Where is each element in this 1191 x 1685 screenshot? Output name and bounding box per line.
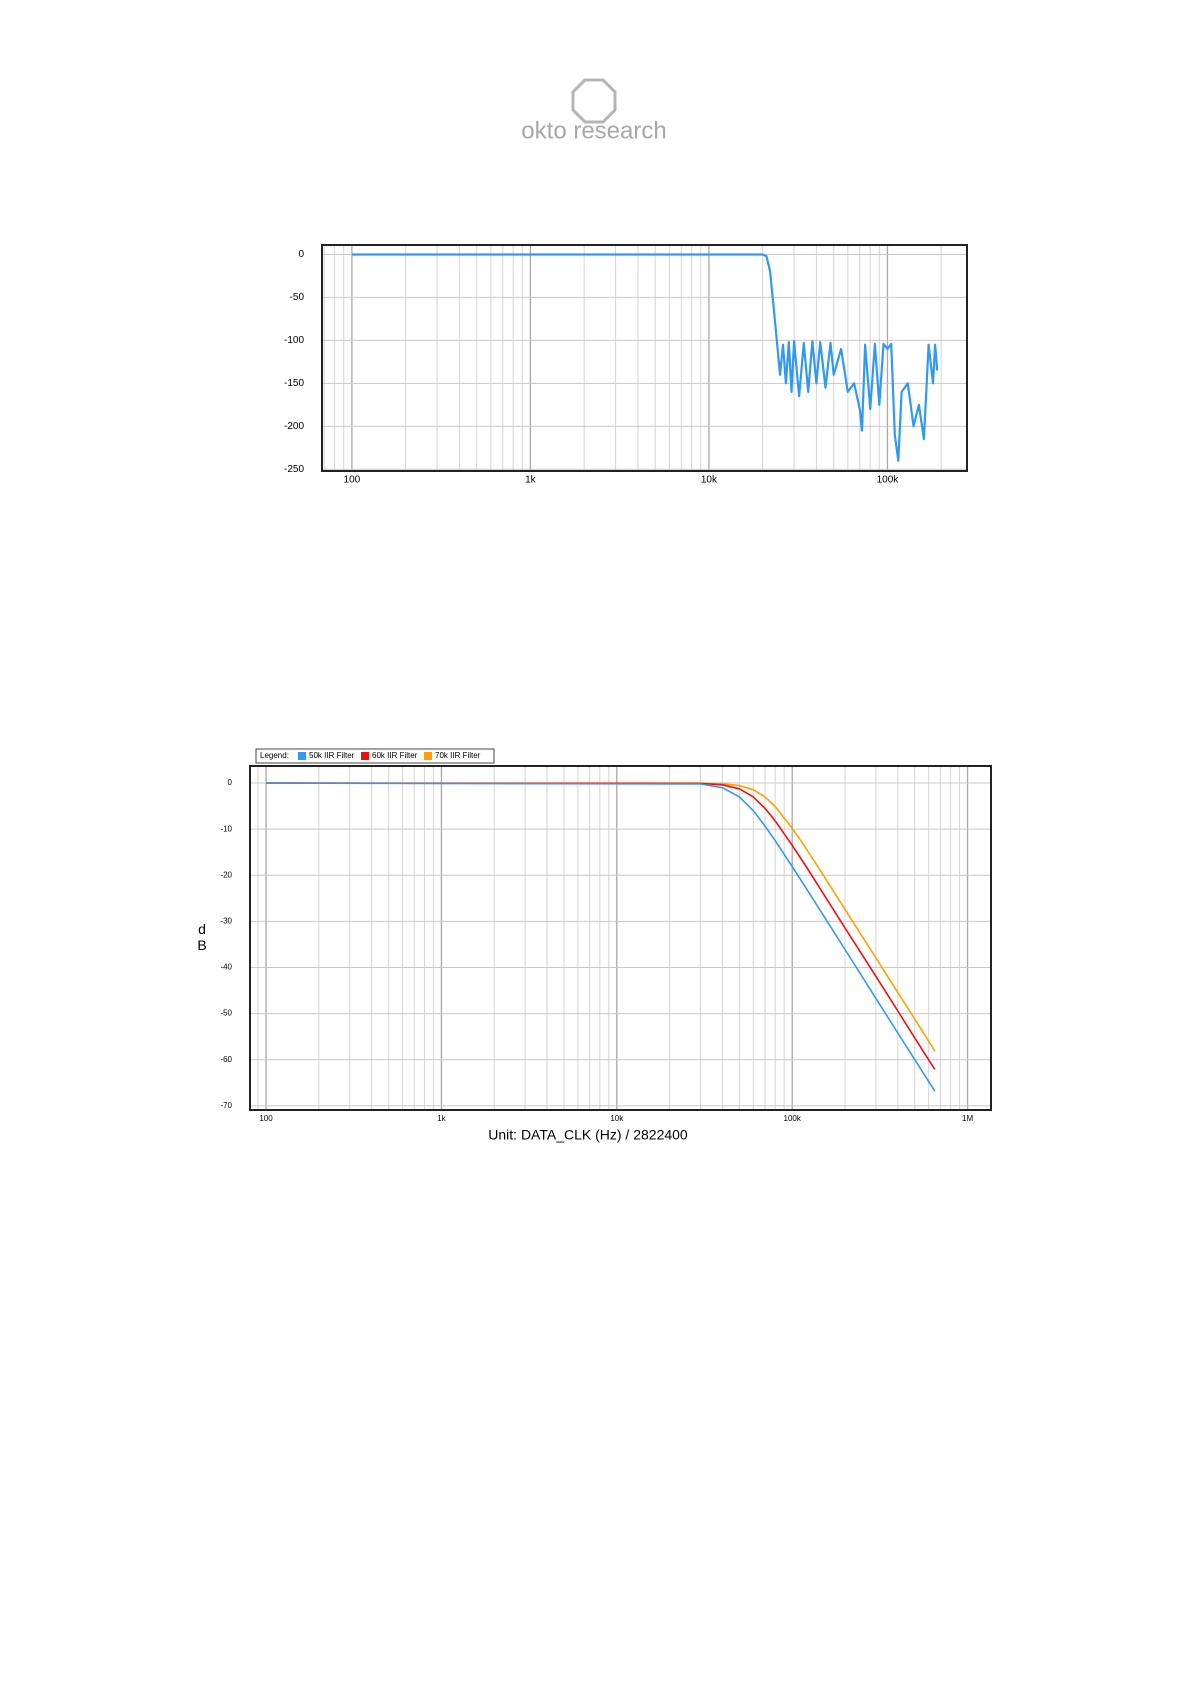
y-tick-label: -50 [220,1009,232,1018]
legend-label: 60k IIR Filter [372,751,418,760]
data-line [351,253,939,462]
y-tick-label: -250 [284,464,304,475]
x-tick-label: 10k [701,475,718,486]
x-tick-label: 100 [259,1114,273,1123]
data-line [266,782,936,1052]
y-tick-label: -10 [220,824,232,833]
y-tick-label: -100 [284,335,304,346]
legend-label: 70k IIR Filter [435,751,481,760]
legend-label: 50k IIR Filter [309,751,355,760]
y-tick-label: 0 [298,249,304,260]
x-tick-label: 100 [344,475,361,486]
data-line [266,782,936,1070]
plot-area [250,766,991,1110]
logo-octagon [571,78,617,124]
legend-box [255,748,495,764]
x-tick-label: 1k [437,1114,446,1123]
plot-frame [249,765,992,1111]
legend-swatch [298,752,306,760]
legend-title: Legend: [260,751,289,760]
legend-swatch [361,752,369,760]
y-tick-label: -70 [220,1101,232,1110]
data-line [266,782,936,1092]
x-tick-label: 1M [962,1114,973,1123]
y-tick-label: -40 [220,963,232,972]
y-tick-label: -30 [220,917,232,926]
x-axis-label: Unit: DATA_CLK (Hz) / 2822400 [488,1127,688,1143]
brand: okto research [521,117,666,144]
plot-frame [321,244,968,472]
y-tick-label: -150 [284,378,304,389]
y-tick-label: -50 [290,292,305,303]
y-tick-label: -20 [220,870,232,879]
x-tick-label: 100k [784,1114,802,1123]
x-tick-label: 10k [610,1114,624,1123]
legend-swatch [424,752,432,760]
y-tick-label: 0 [228,778,233,787]
x-tick-label: 1k [525,475,537,486]
y-tick-label: -60 [220,1055,232,1064]
x-tick-label: 100k [877,475,900,486]
y-tick-label: -200 [284,421,304,432]
